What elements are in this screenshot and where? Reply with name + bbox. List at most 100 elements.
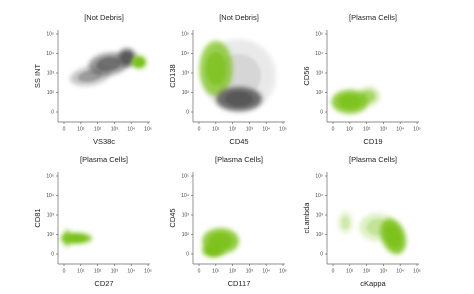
x-tick-label: 10⁴ — [396, 268, 404, 274]
x-tick-label: 0 — [63, 268, 66, 274]
x-tick-label: 10⁵ — [144, 268, 152, 274]
x-tick-label: 10² — [363, 268, 371, 274]
event-core — [361, 90, 376, 102]
event-core — [121, 52, 133, 64]
dot-plot: [Not Debris] CD45 CD138 0 10¹ 10² 10³ 10⁴ 10⁵ 10⁵… — [168, 13, 287, 146]
x-tick-label: 10² — [94, 268, 102, 274]
event-core — [338, 94, 362, 109]
y-tick-label: 0 — [186, 251, 189, 257]
y-axis-label: CD56 — [302, 66, 311, 85]
y-tick-label: 10² — [316, 232, 324, 238]
x-axis-label: CD117 — [228, 279, 251, 288]
x-axis-label: cKappa — [360, 279, 386, 288]
panel-title: [Not Debris] — [84, 13, 124, 22]
x-tick-label: 10² — [94, 126, 102, 132]
event-core — [340, 215, 350, 230]
y-tick-label: 10⁴ — [46, 51, 54, 57]
y-axis-label: SS INT — [33, 63, 42, 88]
x-tick-label: 0 — [63, 126, 66, 132]
x-axis-label: VS38c — [93, 137, 115, 146]
y-tick-label: 10⁴ — [315, 193, 323, 199]
y-tick-label: 10³ — [316, 70, 324, 76]
y-tick-label: 10² — [47, 90, 55, 96]
y-tick-label: 0 — [51, 109, 54, 115]
panel-title: [Not Debris] — [219, 13, 259, 22]
y-tick-label: 10³ — [182, 212, 190, 218]
event-core — [206, 52, 226, 86]
x-tick-label: 10¹ — [346, 268, 354, 274]
x-tick-label: 10⁵ — [144, 126, 152, 132]
x-tick-label: 10² — [229, 268, 237, 274]
y-tick-label: 10³ — [47, 212, 55, 218]
event-core — [366, 218, 389, 236]
panel-title: [Plasma Cells] — [80, 155, 128, 164]
x-tick-label: 10³ — [111, 126, 119, 132]
x-tick-label: 10⁵ — [279, 268, 287, 274]
x-tick-label: 10² — [363, 126, 371, 132]
y-tick-label: 10² — [182, 232, 190, 238]
y-tick-label: 10⁴ — [181, 193, 189, 199]
y-tick-label: 0 — [51, 251, 54, 257]
x-tick-label: 10⁴ — [262, 126, 270, 132]
panel-title: [Plasma Cells] — [349, 155, 397, 164]
y-tick-label: 10² — [316, 90, 324, 96]
dot-plot: [Plasma Cells] CD27 CD81 0 10¹ 10² 10³ 10⁴ 10⁵ 10… — [33, 155, 152, 288]
event-core — [64, 232, 70, 244]
event-core — [206, 245, 220, 255]
y-tick-label: 10⁴ — [46, 193, 54, 199]
y-tick-label: 10² — [47, 232, 55, 238]
dot-plot: [Not Debris] VS38c SS INT 0 10¹ 10² 10³ 10⁴ 10⁵ 1… — [33, 13, 152, 146]
panel-title: [Plasma Cells] — [215, 155, 263, 164]
x-tick-label: 10³ — [246, 126, 254, 132]
y-axis-label: CD45 — [168, 208, 177, 227]
y-tick-label: 0 — [320, 109, 323, 115]
dot-plot: [Plasma Cells] CD19 CD56 0 10¹ 10² 10³ 10⁴ 10⁵ 10… — [302, 13, 421, 146]
x-tick-label: 10³ — [380, 126, 388, 132]
y-tick-label: 10⁵ — [315, 173, 323, 179]
x-tick-label: 10² — [229, 126, 237, 132]
y-tick-label: 10⁵ — [181, 173, 189, 179]
x-tick-label: 10⁵ — [413, 126, 421, 132]
y-axis-label: CD81 — [33, 208, 42, 227]
x-axis-label: CD45 — [229, 137, 248, 146]
x-tick-label: 10⁵ — [279, 126, 287, 132]
y-tick-label: 10³ — [316, 212, 324, 218]
x-tick-label: 10⁴ — [127, 126, 135, 132]
event-core — [96, 57, 121, 71]
x-tick-label: 10⁴ — [396, 126, 404, 132]
x-tick-label: 10³ — [111, 268, 119, 274]
x-tick-label: 10¹ — [77, 126, 85, 132]
x-tick-label: 10¹ — [212, 126, 220, 132]
x-tick-label: 0 — [198, 126, 201, 132]
dot-plot: [Plasma Cells] CD117 CD45 0 10¹ 10² 10³ 10⁴ 10⁵ 1… — [168, 155, 287, 288]
x-tick-label: 10⁴ — [127, 268, 135, 274]
x-tick-label: 10³ — [380, 268, 388, 274]
y-tick-label: 10⁵ — [46, 173, 54, 179]
event-core — [134, 58, 144, 67]
x-tick-label: 10¹ — [77, 268, 85, 274]
x-tick-label: 10¹ — [346, 126, 354, 132]
x-tick-label: 10³ — [246, 268, 254, 274]
y-tick-label: 10³ — [182, 70, 190, 76]
x-tick-label: 10¹ — [212, 268, 220, 274]
x-tick-label: 10⁴ — [262, 268, 270, 274]
y-tick-label: 10² — [182, 90, 190, 96]
x-tick-label: 0 — [198, 268, 201, 274]
x-tick-label: 0 — [332, 268, 335, 274]
y-tick-label: 10⁵ — [315, 31, 323, 37]
y-axis-label: cLambda — [302, 202, 311, 234]
x-axis-label: CD19 — [363, 137, 382, 146]
dot-plot: [Plasma Cells] cKappa cLambda 0 10¹ 10² 10³ 10⁴… — [302, 155, 421, 288]
y-tick-label: 10³ — [47, 70, 55, 76]
event-core — [225, 91, 253, 107]
x-tick-label: 10⁵ — [413, 268, 421, 274]
x-axis-label: CD27 — [94, 279, 113, 288]
y-axis-label: CD138 — [168, 64, 177, 87]
y-tick-label: 10⁵ — [181, 31, 189, 37]
x-tick-label: 0 — [332, 126, 335, 132]
y-tick-label: 0 — [320, 251, 323, 257]
y-tick-label: 10⁴ — [315, 51, 323, 57]
y-tick-label: 0 — [186, 109, 189, 115]
y-tick-label: 10⁵ — [46, 31, 54, 37]
